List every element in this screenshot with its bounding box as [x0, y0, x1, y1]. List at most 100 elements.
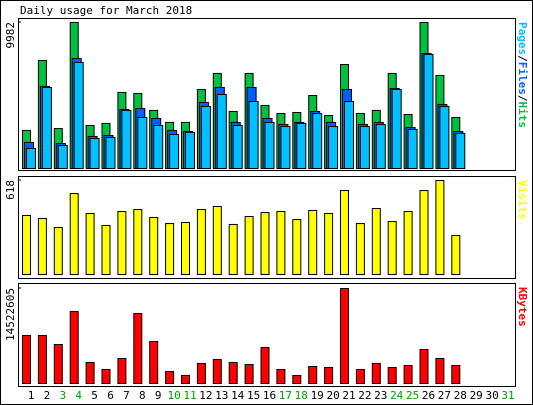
- bar: [280, 126, 291, 169]
- bar: [308, 209, 318, 275]
- bar: [22, 334, 31, 384]
- bar: [248, 101, 259, 169]
- x-tick-label: 2: [44, 389, 51, 402]
- bar: [89, 138, 100, 169]
- bar: [149, 341, 159, 384]
- bar: [324, 213, 334, 275]
- x-tick-label: 7: [123, 389, 130, 402]
- bar: [451, 365, 461, 384]
- x-tick-label: 29: [470, 389, 483, 402]
- bar: [324, 366, 334, 385]
- legend: KBytes: [516, 287, 529, 327]
- x-tick-label: 8: [139, 389, 146, 402]
- bar: [435, 180, 445, 275]
- bar: [260, 212, 270, 276]
- bar: [276, 369, 286, 384]
- legend-entry: KBytes: [516, 287, 529, 327]
- bar: [196, 362, 206, 385]
- bar: [37, 218, 47, 276]
- bar: [153, 124, 164, 169]
- bar: [292, 375, 302, 385]
- bar: [149, 216, 159, 275]
- bar: [117, 358, 127, 385]
- bar: [355, 369, 365, 384]
- bar: [165, 223, 175, 275]
- bar: [101, 225, 111, 276]
- bar: [137, 116, 148, 169]
- bar: [264, 121, 275, 169]
- bar: [85, 362, 95, 385]
- x-tick-label: 24: [390, 389, 404, 402]
- legend-separator: /: [516, 55, 529, 62]
- x-tick-label: 19: [311, 389, 324, 402]
- bar: [439, 105, 450, 170]
- x-tick-label: 3: [59, 389, 66, 402]
- bar: [419, 348, 429, 385]
- bar: [340, 288, 349, 384]
- bar: [435, 358, 445, 385]
- bar: [328, 126, 339, 169]
- bar: [117, 211, 127, 276]
- bar: [185, 132, 195, 170]
- x-tick-label: 9: [155, 389, 162, 402]
- x-tick-label: 15: [247, 389, 260, 402]
- bar: [181, 375, 190, 385]
- bar: [53, 344, 63, 385]
- bar: [344, 101, 354, 169]
- x-tick-label: 1: [28, 389, 35, 402]
- bar: [355, 223, 365, 275]
- panel-frame: [18, 18, 516, 171]
- legend: Pages/Files/Hits: [516, 22, 529, 128]
- bar: [296, 122, 307, 169]
- x-tick-label: 10: [167, 389, 180, 402]
- bar: [244, 364, 254, 384]
- bar: [69, 311, 79, 384]
- bar: [403, 211, 413, 276]
- x-tick-label: 28: [454, 389, 467, 402]
- bar: [340, 190, 349, 275]
- bar: [232, 124, 243, 169]
- legend-entry: Files: [516, 62, 529, 95]
- x-tick-label: 4: [75, 389, 82, 402]
- bar: [85, 213, 95, 275]
- bar: [41, 86, 52, 169]
- bar: [37, 334, 47, 384]
- bar: [69, 193, 79, 275]
- bar: [391, 89, 402, 169]
- bar: [371, 362, 381, 385]
- x-tick-label: 21: [342, 389, 355, 402]
- legend-entry: Hits: [516, 102, 529, 129]
- bar: [133, 209, 143, 275]
- panel-frame: [18, 283, 516, 387]
- x-tick-label: 20: [326, 389, 339, 402]
- x-tick-label: 5: [91, 389, 98, 402]
- bar: [73, 61, 84, 169]
- bar: [423, 53, 434, 169]
- y-max-label: 618: [4, 180, 17, 200]
- x-tick-label: 22: [358, 389, 371, 402]
- bar: [387, 221, 397, 275]
- bar: [455, 132, 466, 170]
- x-tick-label: 16: [263, 389, 276, 402]
- bar: [403, 365, 413, 384]
- bar: [26, 147, 36, 169]
- bar: [292, 219, 302, 276]
- bar: [228, 362, 238, 385]
- x-tick-label: 30: [485, 389, 498, 402]
- legend-entry: Visits: [516, 180, 529, 220]
- x-tick-label: 14: [231, 389, 245, 402]
- bar: [260, 347, 270, 384]
- bar: [419, 190, 429, 275]
- bar: [216, 93, 227, 169]
- bar: [371, 207, 381, 276]
- x-tick-label: 6: [107, 389, 114, 402]
- bar: [407, 128, 418, 170]
- x-tick-label: 26: [422, 389, 435, 402]
- x-tick-label: 23: [374, 389, 387, 402]
- bar: [308, 365, 318, 385]
- y-max-label: 14522605: [4, 288, 17, 341]
- bar: [105, 136, 116, 170]
- bar: [276, 211, 286, 276]
- x-tick-label: 12: [199, 389, 212, 402]
- bar: [200, 105, 211, 170]
